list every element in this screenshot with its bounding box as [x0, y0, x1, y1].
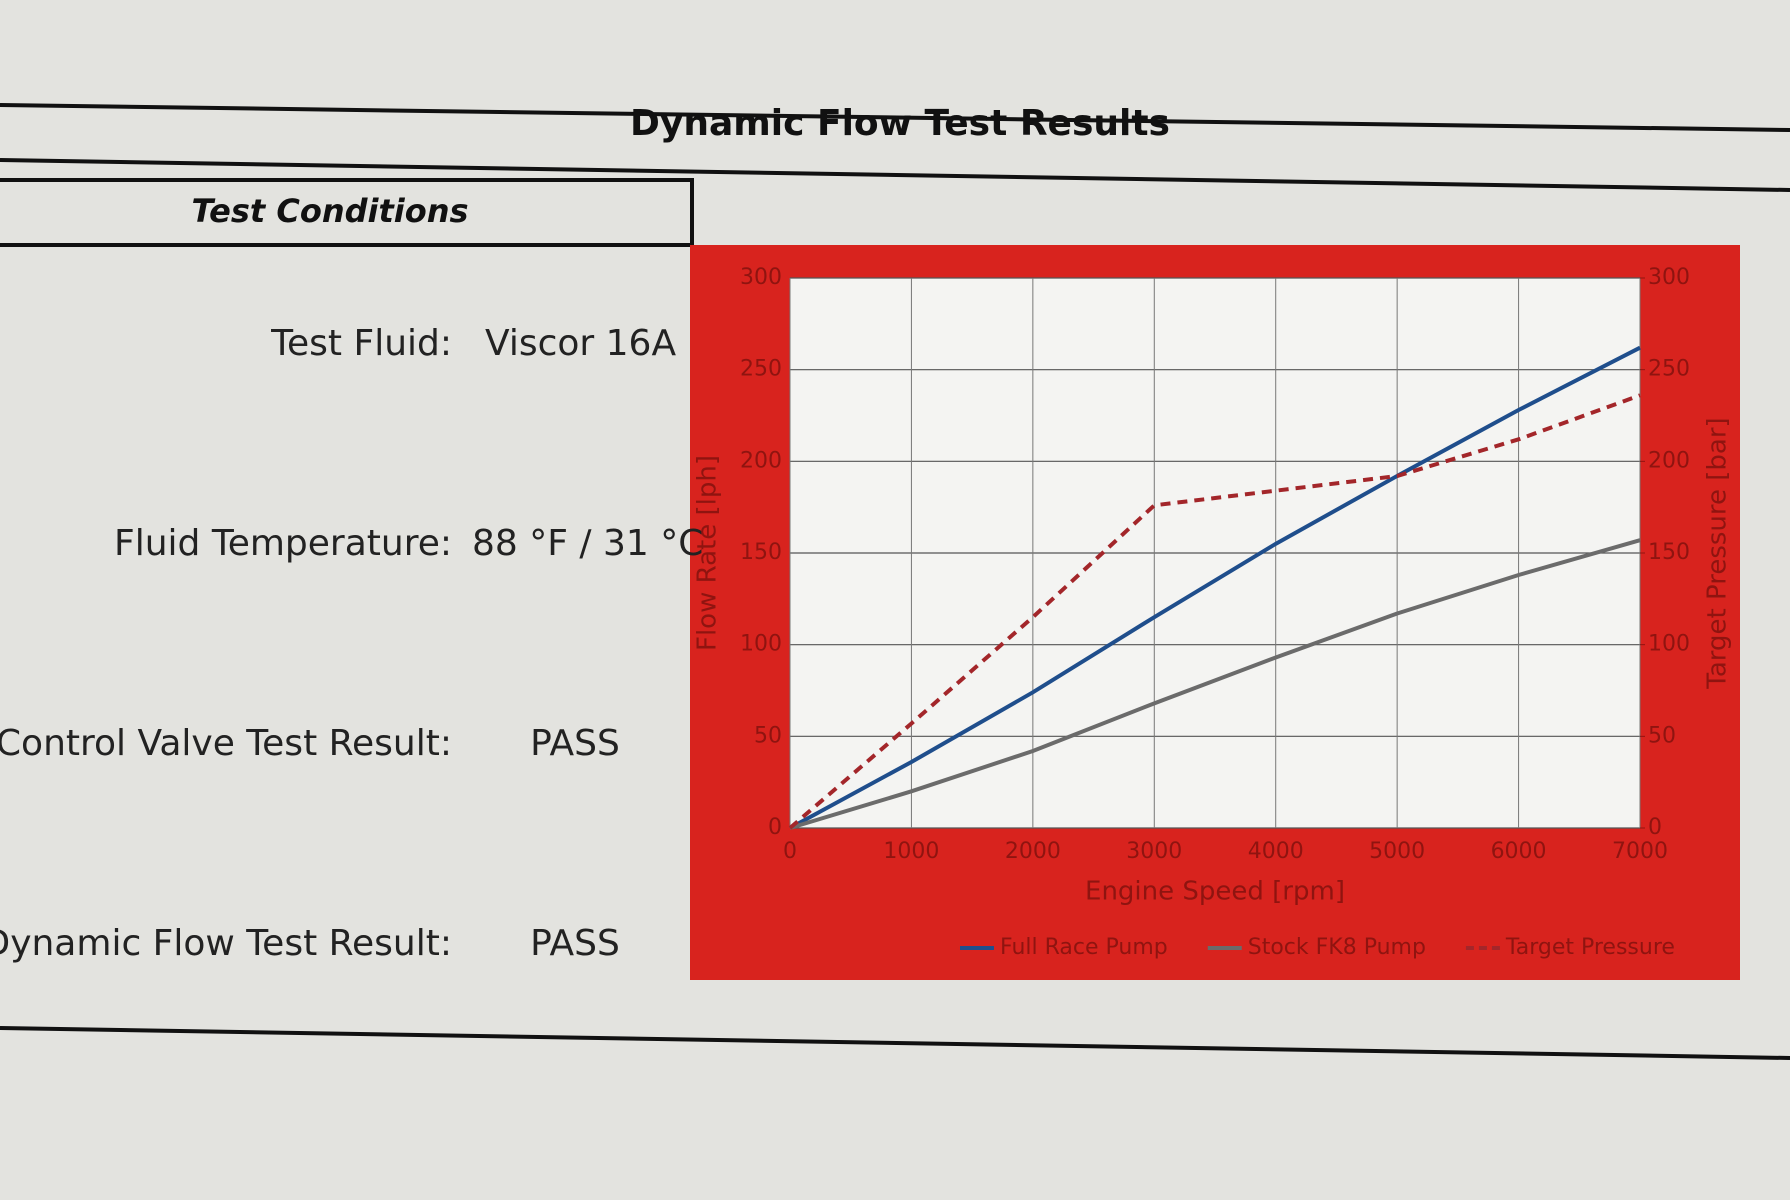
x-tick-label: 2000 — [1005, 839, 1061, 864]
y-tick-label: 100 — [740, 632, 782, 657]
x-tick-label: 3000 — [1126, 839, 1182, 864]
x-axis-title: Engine Speed [rpm] — [1085, 877, 1345, 907]
field-label: Test Fluid: — [270, 323, 452, 364]
legend-label: Target Pressure — [1505, 935, 1675, 960]
y2-tick-label: 100 — [1648, 632, 1690, 657]
y2-tick-label: 150 — [1648, 540, 1690, 565]
rule — [0, 158, 1790, 192]
report-title: Dynamic Flow Test Results — [630, 103, 1170, 144]
y2-tick-label: 50 — [1648, 723, 1676, 748]
legend-label: Full Race Pump — [1000, 935, 1168, 960]
y2-tick-label: 300 — [1648, 265, 1690, 290]
x-tick-label: 0 — [783, 839, 797, 864]
rule — [0, 1026, 1790, 1060]
series-line — [789, 345, 1641, 830]
y2-tick-label: 250 — [1648, 357, 1690, 382]
x-tick-label: 7000 — [1612, 839, 1668, 864]
y-tick-label: 300 — [740, 265, 782, 290]
field-label: Dynamic Flow Test Result: — [0, 923, 452, 964]
series-line — [788, 393, 1641, 830]
y2-tick-label: 0 — [1648, 815, 1662, 840]
y-tick-label: 0 — [768, 815, 782, 840]
field-value: 88 °F / 31 °C — [472, 523, 703, 564]
y-tick-label: 150 — [740, 540, 782, 565]
y-tick-label: 250 — [740, 357, 782, 382]
rule — [0, 103, 1790, 132]
y2-axis-title: Target Pressure [bar] — [1703, 417, 1733, 689]
field-value: Viscor 16A — [485, 323, 676, 364]
y-tick-label: 50 — [754, 723, 782, 748]
field-label: Control Valve Test Result: — [0, 723, 452, 764]
field-value: PASS — [530, 723, 620, 764]
section-title: Test Conditions — [191, 192, 468, 230]
x-tick-label: 1000 — [883, 839, 939, 864]
y-axis-title: Flow Rate [lph] — [693, 455, 723, 651]
x-tick-label: 6000 — [1491, 839, 1547, 864]
x-tick-label: 4000 — [1248, 839, 1304, 864]
y-tick-label: 200 — [740, 448, 782, 473]
legend-label: Stock FK8 Pump — [1248, 935, 1426, 960]
x-tick-label: 5000 — [1369, 839, 1425, 864]
section-box — [0, 178, 694, 247]
series-line — [789, 538, 1641, 830]
field-label: Fluid Temperature: — [114, 523, 452, 564]
y2-tick-label: 200 — [1648, 448, 1690, 473]
field-value: PASS — [530, 923, 620, 964]
